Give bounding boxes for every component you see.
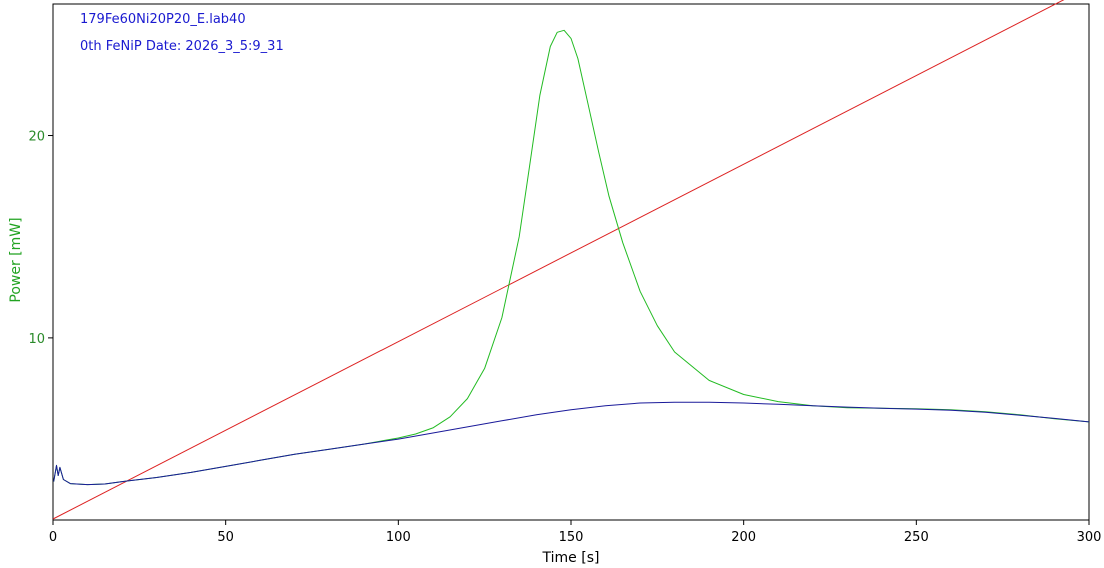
y-tick-label: 20 [28, 130, 45, 145]
plot-frame [52, 3, 1090, 521]
x-tick-label: 50 [217, 530, 234, 545]
x-tick-label: 200 [731, 530, 756, 545]
x-tick-label: 300 [1077, 530, 1102, 545]
x-tick-label: 150 [559, 530, 584, 545]
x-tick-label: 100 [386, 530, 411, 545]
x-axis-ticks: 0 50 100 150 200 250 300 [49, 520, 1102, 545]
series-layer [52, 0, 1090, 520]
x-tick-label: 0 [49, 530, 57, 545]
chart-annotation-date: 0th FeNiP Date: 2026_3_5:9_31 [80, 39, 284, 54]
y-tick-label: 10 [28, 332, 45, 347]
series-line-1 [53, 29, 1090, 486]
y-axis-title: Power [mW] [8, 217, 24, 302]
y-axis-ticks: 10 20 [28, 130, 53, 347]
series-line-2 [53, 401, 1090, 486]
x-axis-title: Time [s] [542, 550, 600, 566]
series-line-0 [52, 0, 1065, 520]
x-tick-label: 250 [904, 530, 929, 545]
chart-annotation-filename: 179Fe60Ni20P20_E.lab40 [80, 12, 246, 27]
